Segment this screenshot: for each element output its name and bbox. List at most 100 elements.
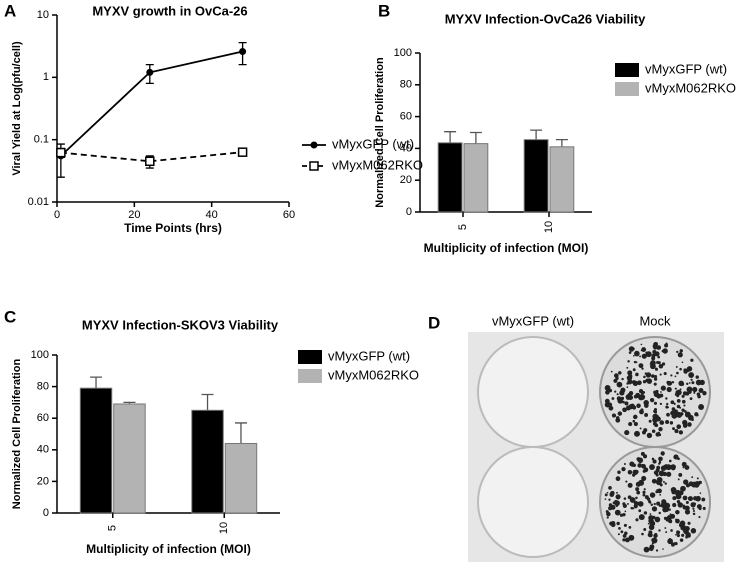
plaque: [633, 360, 637, 364]
plaque: [698, 388, 704, 393]
plaque: [626, 386, 629, 388]
plaque: [629, 461, 635, 467]
plaque: [646, 378, 653, 384]
plaque: [636, 403, 641, 409]
plaque: [632, 368, 636, 372]
plaque: [655, 432, 660, 437]
plaque: [630, 371, 633, 374]
plaque: [617, 470, 621, 474]
plaque: [676, 533, 680, 538]
plaque: [657, 488, 662, 494]
plaque: [614, 509, 621, 516]
plaque: [665, 405, 669, 409]
plaque: [658, 470, 665, 477]
plaque: [626, 366, 629, 369]
y-tick-label: 0.01: [28, 196, 49, 208]
y-axis-label: Normalized Cell Proliferation: [11, 359, 23, 510]
legend-marker: [310, 141, 318, 149]
plaque: [628, 422, 633, 427]
plaque: [637, 501, 644, 507]
plaque: [627, 482, 633, 488]
plaque: [632, 507, 635, 510]
plaque: [665, 531, 668, 534]
chart-title: MYXV Infection-OvCa26 Viability: [445, 11, 646, 26]
plaque: [626, 375, 633, 381]
plaque: [669, 421, 674, 425]
plaque: [644, 403, 649, 408]
plaque: [642, 454, 648, 459]
legend-label: vMyxGFP (wt): [328, 348, 410, 363]
plaque: [682, 423, 688, 428]
plaque: [610, 370, 613, 373]
y-tick-label: 60: [37, 412, 49, 424]
plaque: [665, 420, 670, 425]
plaque: [633, 421, 638, 427]
plaque: [627, 393, 630, 395]
plaque: [691, 381, 695, 385]
bar: [79, 387, 113, 514]
plaque: [622, 538, 626, 542]
plaque: [679, 367, 682, 371]
plaque: [642, 469, 646, 473]
plaque: [643, 546, 650, 553]
series-line: [60, 151, 243, 163]
plaque: [685, 501, 689, 504]
plaque: [611, 521, 614, 524]
plaque: [622, 512, 626, 517]
plaque: [643, 511, 648, 515]
y-axis-label: Normalized Cell Proliferation: [374, 57, 386, 208]
y-tick-label: 1: [43, 71, 49, 83]
plaque: [627, 469, 633, 475]
legend-swatch: [615, 82, 639, 96]
plaque: [649, 501, 652, 504]
plaque: [639, 394, 646, 400]
plaque: [651, 506, 658, 512]
plaque: [605, 390, 610, 395]
plaque: [627, 360, 630, 363]
plaque: [653, 409, 657, 414]
plaque: [643, 428, 648, 433]
plaque: [624, 531, 628, 536]
plaque: [676, 530, 681, 535]
plaque: [608, 402, 611, 405]
plaque: [653, 377, 658, 381]
plaque: [615, 416, 620, 420]
plaque: [686, 366, 693, 372]
x-axis-label: Multiplicity of infection (MOI): [424, 241, 589, 255]
bar: [224, 442, 258, 514]
y-tick-label: 80: [400, 79, 412, 91]
plaque: [614, 500, 620, 507]
plaque: [670, 400, 675, 405]
plaque: [652, 515, 656, 520]
plaque: [696, 477, 699, 480]
photo: [468, 332, 724, 562]
plaque: [690, 378, 693, 381]
plaque: [670, 542, 675, 547]
plaque: [702, 506, 706, 510]
plaque: [639, 355, 641, 358]
plaque: [688, 382, 691, 384]
plaque: [655, 473, 659, 477]
legend-marker: [309, 161, 319, 171]
plaque: [670, 464, 676, 470]
plaque: [651, 457, 655, 461]
y-tick-label: 0: [43, 507, 49, 519]
plaque: [660, 457, 663, 460]
plaque: [641, 367, 644, 370]
plaque: [628, 391, 634, 396]
plaque: [635, 518, 639, 522]
plaque: [698, 404, 705, 410]
plaque: [668, 459, 672, 463]
plaque: [681, 533, 685, 537]
plaque: [690, 528, 697, 534]
plaques: [604, 342, 707, 553]
plaque: [655, 549, 659, 552]
plaque: [675, 509, 680, 515]
plaque: [613, 378, 618, 383]
bar: [463, 143, 489, 213]
plaque: [638, 388, 644, 394]
plaque: [650, 374, 655, 378]
plaque: [641, 532, 644, 536]
plaque: [604, 493, 608, 497]
plaque: [698, 507, 702, 511]
